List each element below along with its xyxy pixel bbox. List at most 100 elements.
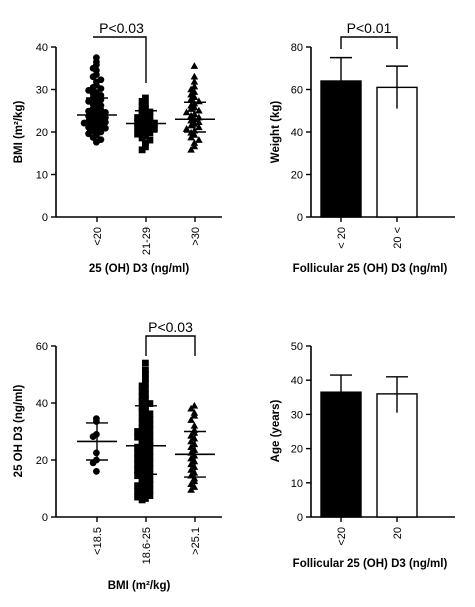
data-point xyxy=(146,432,154,440)
bmi-by-vitd-x-axis-label: 25 (OH) D3 (ng/ml) xyxy=(89,263,189,275)
data-point xyxy=(138,419,146,427)
data-point xyxy=(138,414,146,422)
series-<18.5 xyxy=(77,415,117,475)
x-tick-label: 20 xyxy=(392,527,404,539)
data-point xyxy=(190,82,199,90)
p-value-label: P<0.01 xyxy=(347,20,392,36)
data-point xyxy=(187,145,195,153)
data-point xyxy=(134,118,141,126)
data-point xyxy=(195,106,203,114)
data-point xyxy=(190,483,199,490)
vitd-by-bmi-x-axis-label: BMI (m²/kg) xyxy=(108,580,171,592)
series->25.1 xyxy=(175,401,215,493)
data-point xyxy=(187,133,195,141)
data-point xyxy=(134,493,141,501)
panel-bottom-right: 0 10 20 30 40 50 <20 20 Age (years) Follicular 25… xyxy=(270,341,455,570)
data-point xyxy=(146,465,154,472)
data-point xyxy=(89,433,97,441)
data-point xyxy=(187,431,195,439)
data-point xyxy=(138,479,146,487)
data-point xyxy=(146,108,154,116)
data-point xyxy=(146,112,154,120)
bar-20 xyxy=(376,393,418,518)
data-point xyxy=(146,136,154,144)
data-point xyxy=(80,119,88,127)
significance-annotation: P<0.03 xyxy=(145,319,196,356)
data-point xyxy=(182,108,191,116)
data-point xyxy=(134,130,141,138)
series-21-29 xyxy=(126,94,166,154)
p-value-label: P<0.03 xyxy=(99,20,144,36)
data-point xyxy=(187,95,195,103)
data-point xyxy=(146,400,154,407)
data-point xyxy=(89,459,97,467)
y-tick-label: 60 xyxy=(291,85,303,97)
data-point xyxy=(146,459,154,467)
data-point xyxy=(134,114,141,121)
y-tick-label: 20 xyxy=(36,455,48,467)
data-point xyxy=(142,371,149,378)
data-point xyxy=(195,136,203,143)
x-tick-label: <20 xyxy=(336,527,348,546)
y-tick-label: 40 xyxy=(291,375,303,387)
data-point xyxy=(134,433,141,441)
data-point xyxy=(134,443,141,451)
data-point xyxy=(187,416,195,423)
data-point xyxy=(85,130,92,138)
data-point xyxy=(190,62,199,69)
data-point xyxy=(146,123,154,130)
data-point xyxy=(93,138,100,146)
data-point xyxy=(146,438,154,445)
data-point xyxy=(187,105,195,112)
data-point xyxy=(138,463,146,471)
y-tick-label: 0 xyxy=(297,512,303,524)
data-point xyxy=(146,480,154,488)
age-by-follicular-vitd-y-axis-label: Age (years) xyxy=(270,400,282,463)
panel-bottom-left: 0 20 40 60 <18.5 18.6-25 >25.1 25 OH D3 (ng/ml)… xyxy=(13,319,222,592)
weight-by-follicular-vitd-y-axis-label: Weight (kg) xyxy=(270,101,282,164)
data-point xyxy=(138,111,146,119)
x-tick-label: 18.6-25 xyxy=(141,527,153,564)
data-point xyxy=(146,416,154,423)
data-point xyxy=(142,379,149,386)
data-point xyxy=(134,460,141,468)
data-point xyxy=(138,440,146,448)
data-point xyxy=(97,85,105,93)
data-point xyxy=(187,121,195,129)
data-point xyxy=(195,123,203,131)
y-tick-label: 20 xyxy=(291,444,303,456)
data-point xyxy=(190,411,199,419)
data-point xyxy=(89,73,97,81)
weight-by-follicular-vitd-x-axis-label: Follicular 25 (OH) D3 (ng/ml) xyxy=(293,263,448,275)
y-tick-label: 0 xyxy=(42,212,48,224)
significance-annotation: P<0.03 xyxy=(93,20,147,83)
p-value-label: P<0.03 xyxy=(148,319,193,335)
data-point xyxy=(187,485,195,493)
data-point xyxy=(134,124,141,132)
x-tick-label: <18.5 xyxy=(92,527,104,555)
data-point xyxy=(190,401,199,409)
y-tick-label: 80 xyxy=(291,42,303,54)
data-point xyxy=(138,121,146,129)
data-point xyxy=(190,421,199,429)
data-point xyxy=(134,466,141,474)
significance-annotation: P<0.01 xyxy=(340,20,398,49)
data-point xyxy=(195,118,203,126)
x-tick-label: >30 xyxy=(190,227,202,246)
data-point xyxy=(187,454,195,462)
data-point xyxy=(142,375,149,383)
data-point xyxy=(190,142,199,150)
data-point xyxy=(151,125,158,133)
data-point xyxy=(146,426,154,434)
data-point xyxy=(138,446,146,454)
y-tick-label: 40 xyxy=(291,127,303,139)
panel-top-right: 0 20 40 60 80 < 20 20 < Weight (kg) Follicular 2… xyxy=(270,20,455,275)
y-tick-label: 10 xyxy=(291,478,303,490)
x-tick-label: <20 xyxy=(92,227,104,246)
data-point xyxy=(187,465,195,473)
data-point xyxy=(187,404,195,412)
significance-bracket xyxy=(93,36,147,83)
x-tick-label: 20 < xyxy=(392,227,404,249)
y-tick-label: 50 xyxy=(291,341,303,353)
y-tick-label: 0 xyxy=(297,212,303,224)
